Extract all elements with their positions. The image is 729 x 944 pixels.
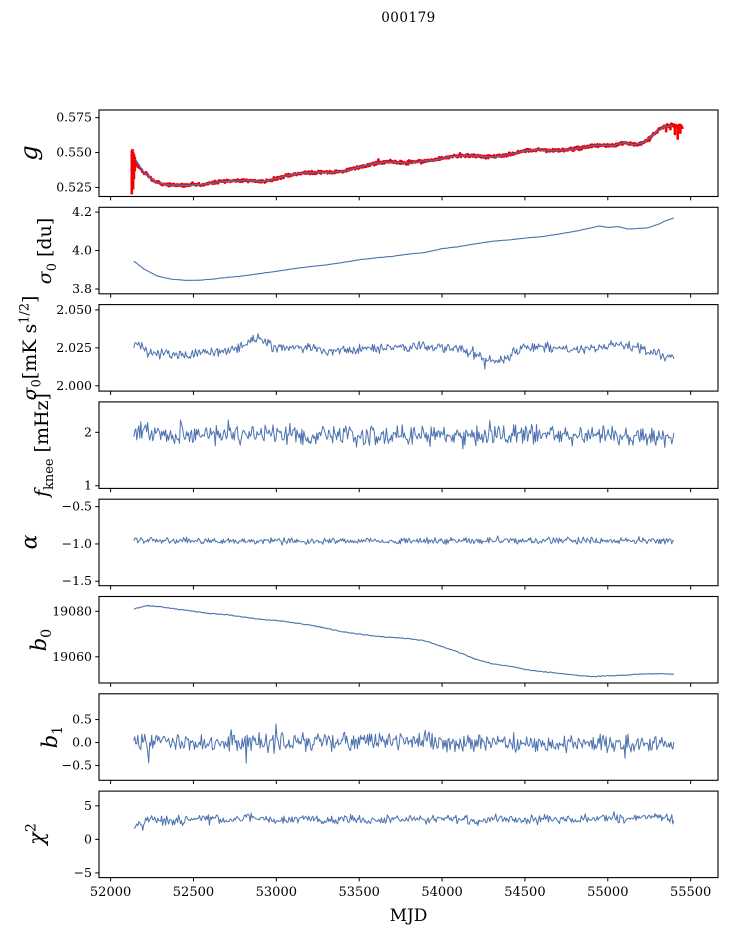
panel-frame [98, 790, 719, 879]
y-axis-label-chi2: χ2 [23, 823, 49, 846]
panel-sigma0-du: 3.8 4.0 4.2 [72, 204, 719, 298]
y-tick-label: 3.8 [72, 281, 92, 296]
y-axis-label-b0: b0 [27, 628, 55, 652]
y-tick-label: 5 [84, 798, 92, 813]
y-tick-label: 0 [84, 831, 92, 846]
y-tick-label: 0.525 [56, 179, 92, 194]
y-axis-label-sigma0-mks: σ0[mK s1/2] [17, 295, 45, 401]
y-tick-label: 19080 [52, 603, 92, 618]
y-tick-label: 4.2 [72, 204, 92, 219]
x-axis-label: MJD [389, 906, 428, 926]
panel-frame [98, 109, 719, 198]
series-sigma0-du [133, 217, 675, 282]
y-tick-label: −0.5 [62, 758, 92, 773]
series-chi2 [133, 811, 675, 831]
panel-frame [98, 206, 719, 295]
y-tick-label: 0.575 [56, 110, 92, 125]
y-axis-label-g: g [15, 145, 43, 161]
y-tick-label: −0.5 [62, 499, 92, 514]
panel-chi2: 52000 52500 53000 53500 54000 54500 55000 55500… [74, 790, 719, 900]
panel-frame [98, 498, 719, 587]
panel-frame [98, 304, 719, 392]
series-g-model [135, 124, 673, 187]
series-fknee [133, 419, 675, 450]
panel-frame [98, 401, 719, 489]
panel-sigma0-mks: 2.000 2.025 2.050 [56, 302, 719, 395]
y-tick-label: 0.5 [72, 712, 92, 727]
y-axis-label-b1: b1 [38, 725, 66, 749]
panel-b1: 0.5 0.0 −0.5 [62, 693, 719, 785]
panel-b0: 19060 19080 [52, 595, 719, 687]
panel-g: 0.525 0.550 0.575 [56, 109, 719, 201]
y-tick-label: −1.0 [62, 536, 92, 551]
y-axis-label-alpha: α [17, 535, 43, 550]
panel-frame [98, 595, 719, 684]
y-tick-label: 2.000 [56, 378, 92, 393]
y-axis-label-fknee: fknee [mHz] [31, 393, 57, 498]
x-tick-label: 54500 [504, 885, 545, 900]
y-tick-label: 4.0 [72, 243, 92, 258]
y-tick-label: −1.5 [62, 573, 92, 588]
panel-fknee: 12 [84, 401, 719, 493]
x-tick-label: 52000 [90, 885, 131, 900]
y-tick-label: 1 [84, 478, 92, 493]
figure-title: 000179 [381, 10, 436, 26]
y-tick-label: 0.550 [56, 145, 92, 160]
x-tick-label: 53500 [339, 885, 380, 900]
panel-frame [98, 693, 719, 781]
y-tick-label: 0.0 [72, 735, 92, 750]
x-tick-label: 53000 [256, 885, 297, 900]
y-tick-label: 19060 [52, 649, 92, 664]
x-tick-label: 52500 [173, 885, 214, 900]
series-alpha [133, 535, 675, 546]
series-b0 [133, 604, 674, 678]
y-axis-label-sigma0-du: σ0 [du] [34, 217, 60, 284]
y-tick-label: 2.050 [56, 302, 92, 317]
y-tick-label: 2.025 [56, 340, 92, 355]
x-tick-label: 55000 [587, 885, 628, 900]
y-tick-label: 2 [84, 424, 92, 439]
panel-alpha: −0.5 −1.0 −1.5 [62, 498, 719, 590]
series-sigma0-mks [133, 333, 675, 370]
y-tick-label: −5 [74, 865, 92, 880]
x-tick-label: 54000 [421, 885, 462, 900]
x-tick-label: 55500 [670, 885, 711, 900]
series-b1 [133, 723, 675, 764]
